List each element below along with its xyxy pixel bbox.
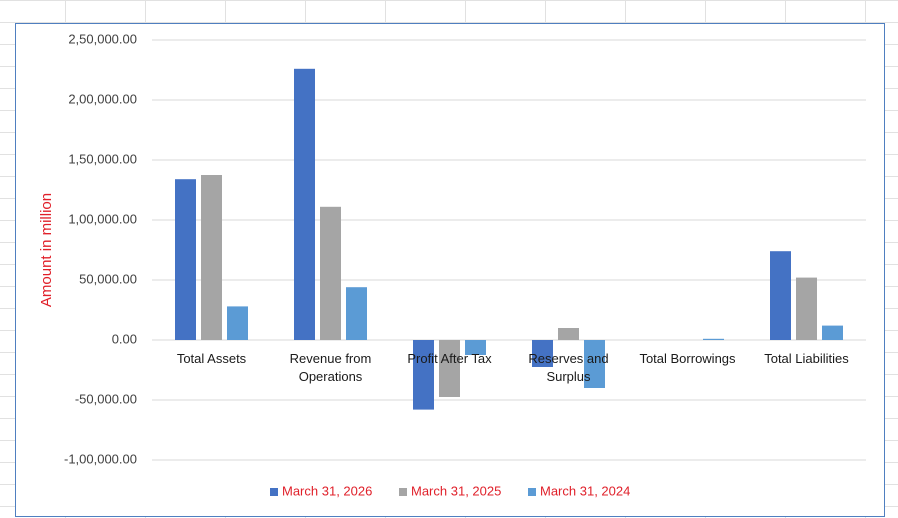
y-tick-label: -1,00,000.00 <box>64 451 137 466</box>
bar <box>770 251 791 340</box>
x-tick-label: Total Liabilities <box>764 351 849 366</box>
y-tick-label: -50,000.00 <box>75 391 137 406</box>
x-tick-label: Profit After Tax <box>407 351 492 366</box>
y-tick-label: 0.00 <box>112 331 137 346</box>
bar <box>439 340 460 397</box>
legend-label: March 31, 2025 <box>411 483 501 498</box>
x-tick-label: Total Borrowings <box>639 351 736 366</box>
bar <box>532 340 553 367</box>
legend-swatch <box>270 488 278 496</box>
y-tick-label: 1,00,000.00 <box>68 211 137 226</box>
x-tick-label: Reserves and Surplus <box>528 351 609 384</box>
legend-label: March 31, 2026 <box>282 483 372 498</box>
bar <box>584 340 605 388</box>
legend-label: March 31, 2024 <box>540 483 630 498</box>
y-tick-label: 1,50,000.00 <box>68 151 137 166</box>
y-tick-label: 50,000.00 <box>79 271 137 286</box>
legend-swatch <box>399 488 407 496</box>
bar <box>294 68 315 341</box>
bar <box>175 179 196 340</box>
bar <box>413 340 434 410</box>
chart-area <box>15 23 885 517</box>
bar <box>703 338 724 340</box>
x-tick-label: Total Assets <box>176 351 247 366</box>
x-tick-label: Revenue from Operations <box>289 351 372 384</box>
y-tick-label: 2,50,000.00 <box>68 31 137 46</box>
bar <box>465 340 486 355</box>
bar <box>822 325 843 340</box>
y-axis-title: Amount in million <box>38 193 55 307</box>
y-tick-label: 2,00,000.00 <box>68 91 137 106</box>
bar <box>346 287 367 340</box>
bar <box>558 328 579 340</box>
bar <box>227 306 248 340</box>
legend-swatch <box>528 488 536 496</box>
bar <box>796 277 817 340</box>
bar <box>201 175 222 340</box>
bar <box>320 206 341 340</box>
